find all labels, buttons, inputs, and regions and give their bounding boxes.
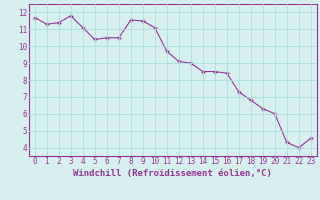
X-axis label: Windchill (Refroidissement éolien,°C): Windchill (Refroidissement éolien,°C) [73,169,272,178]
